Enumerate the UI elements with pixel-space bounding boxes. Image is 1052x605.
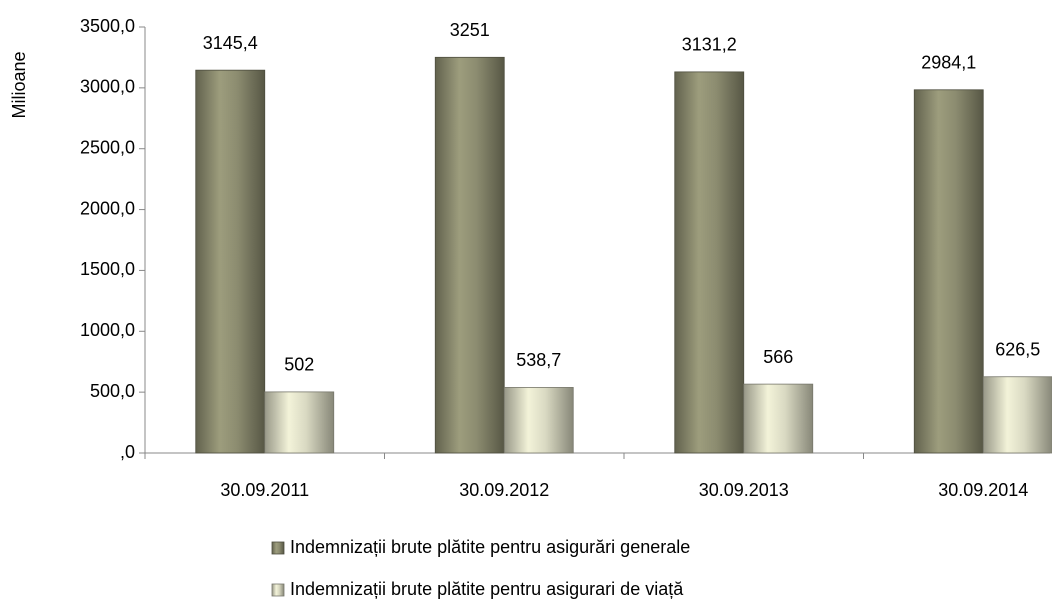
value-label: 566 xyxy=(763,347,793,367)
y-tick-label: 500,0 xyxy=(90,381,135,401)
bar xyxy=(434,56,505,454)
x-tick-label: 30.09.2011 xyxy=(220,480,309,500)
y-tick-label: 2000,0 xyxy=(80,198,135,218)
legend-label: Indemnizații brute plătite pentru asigur… xyxy=(290,537,690,557)
bar xyxy=(264,391,335,454)
legend-marker xyxy=(271,583,285,597)
x-tick-label: 30.09.2012 xyxy=(459,480,549,500)
y-tick-label: 1500,0 xyxy=(80,259,135,279)
value-label: 538,7 xyxy=(516,350,561,370)
value-label: 502 xyxy=(284,355,314,375)
bar xyxy=(195,69,266,454)
value-label: 2984,1 xyxy=(921,53,976,73)
bar xyxy=(743,383,814,454)
bar xyxy=(913,89,984,454)
y-tick-label: ,0 xyxy=(120,442,135,462)
bar xyxy=(982,376,1052,454)
x-tick-label: 30.09.2013 xyxy=(699,480,789,500)
value-label: 3251 xyxy=(450,20,490,40)
bar xyxy=(503,387,574,454)
y-tick-label: 3500,0 xyxy=(80,16,135,36)
legend-label: Indemnizații brute plătite pentru asigur… xyxy=(290,579,684,599)
value-label: 3145,4 xyxy=(203,33,258,53)
legend-marker xyxy=(271,541,285,555)
value-label: 3131,2 xyxy=(682,35,737,55)
x-tick-label: 30.09.2014 xyxy=(938,480,1028,500)
value-label: 626,5 xyxy=(995,339,1040,359)
y-tick-label: 1000,0 xyxy=(80,320,135,340)
bar xyxy=(674,71,745,454)
y-axis-label: Milioane xyxy=(9,51,29,118)
y-tick-label: 2500,0 xyxy=(80,137,135,157)
y-tick-label: 3000,0 xyxy=(80,77,135,97)
